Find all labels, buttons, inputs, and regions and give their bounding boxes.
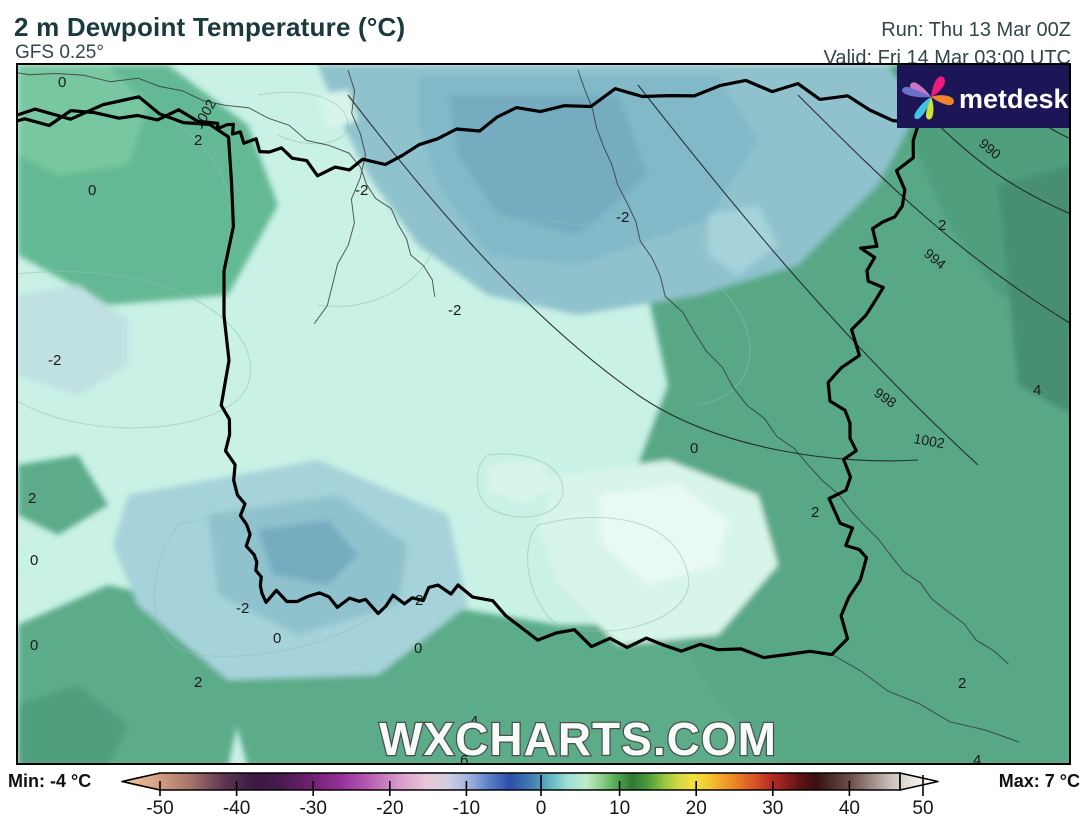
- svg-text:-40: -40: [223, 798, 250, 819]
- svg-text:2: 2: [194, 132, 202, 149]
- svg-text:0: 0: [58, 74, 66, 91]
- svg-text:-20: -20: [376, 798, 403, 819]
- svg-text:0: 0: [88, 182, 96, 199]
- svg-text:-10: -10: [453, 798, 480, 819]
- svg-text:-2: -2: [236, 600, 249, 617]
- svg-text:2: 2: [811, 504, 819, 521]
- svg-text:2: 2: [415, 592, 423, 609]
- svg-text:2: 2: [28, 490, 36, 507]
- svg-text:2: 2: [958, 675, 966, 692]
- svg-text:0: 0: [30, 552, 38, 569]
- svg-text:Max: 7 °C: Max: 7 °C: [999, 771, 1080, 791]
- svg-text:2: 2: [938, 217, 946, 234]
- svg-text:2: 2: [194, 674, 202, 691]
- svg-text:Min: -4 °C: Min: -4 °C: [8, 771, 91, 791]
- svg-text:20: 20: [686, 798, 707, 819]
- svg-text:-30: -30: [299, 798, 326, 819]
- svg-text:-2: -2: [355, 182, 368, 199]
- svg-text:30: 30: [762, 798, 783, 819]
- svg-text:WXCHARTS.COM: WXCHARTS.COM: [379, 713, 777, 765]
- svg-text:-2: -2: [616, 209, 629, 226]
- svg-text:0: 0: [273, 630, 281, 647]
- svg-text:metdesk: metdesk: [959, 84, 1070, 114]
- svg-text:40: 40: [839, 798, 860, 819]
- svg-text:10: 10: [609, 798, 630, 819]
- svg-text:0: 0: [536, 798, 547, 819]
- svg-text:4: 4: [1033, 382, 1041, 399]
- svg-text:50: 50: [912, 798, 933, 819]
- svg-text:0: 0: [690, 440, 698, 457]
- svg-text:-2: -2: [48, 352, 61, 369]
- svg-text:4: 4: [973, 752, 981, 765]
- svg-text:0: 0: [414, 640, 422, 657]
- svg-text:-2: -2: [448, 302, 461, 319]
- svg-text:-50: -50: [146, 798, 173, 819]
- svg-text:0: 0: [30, 637, 38, 654]
